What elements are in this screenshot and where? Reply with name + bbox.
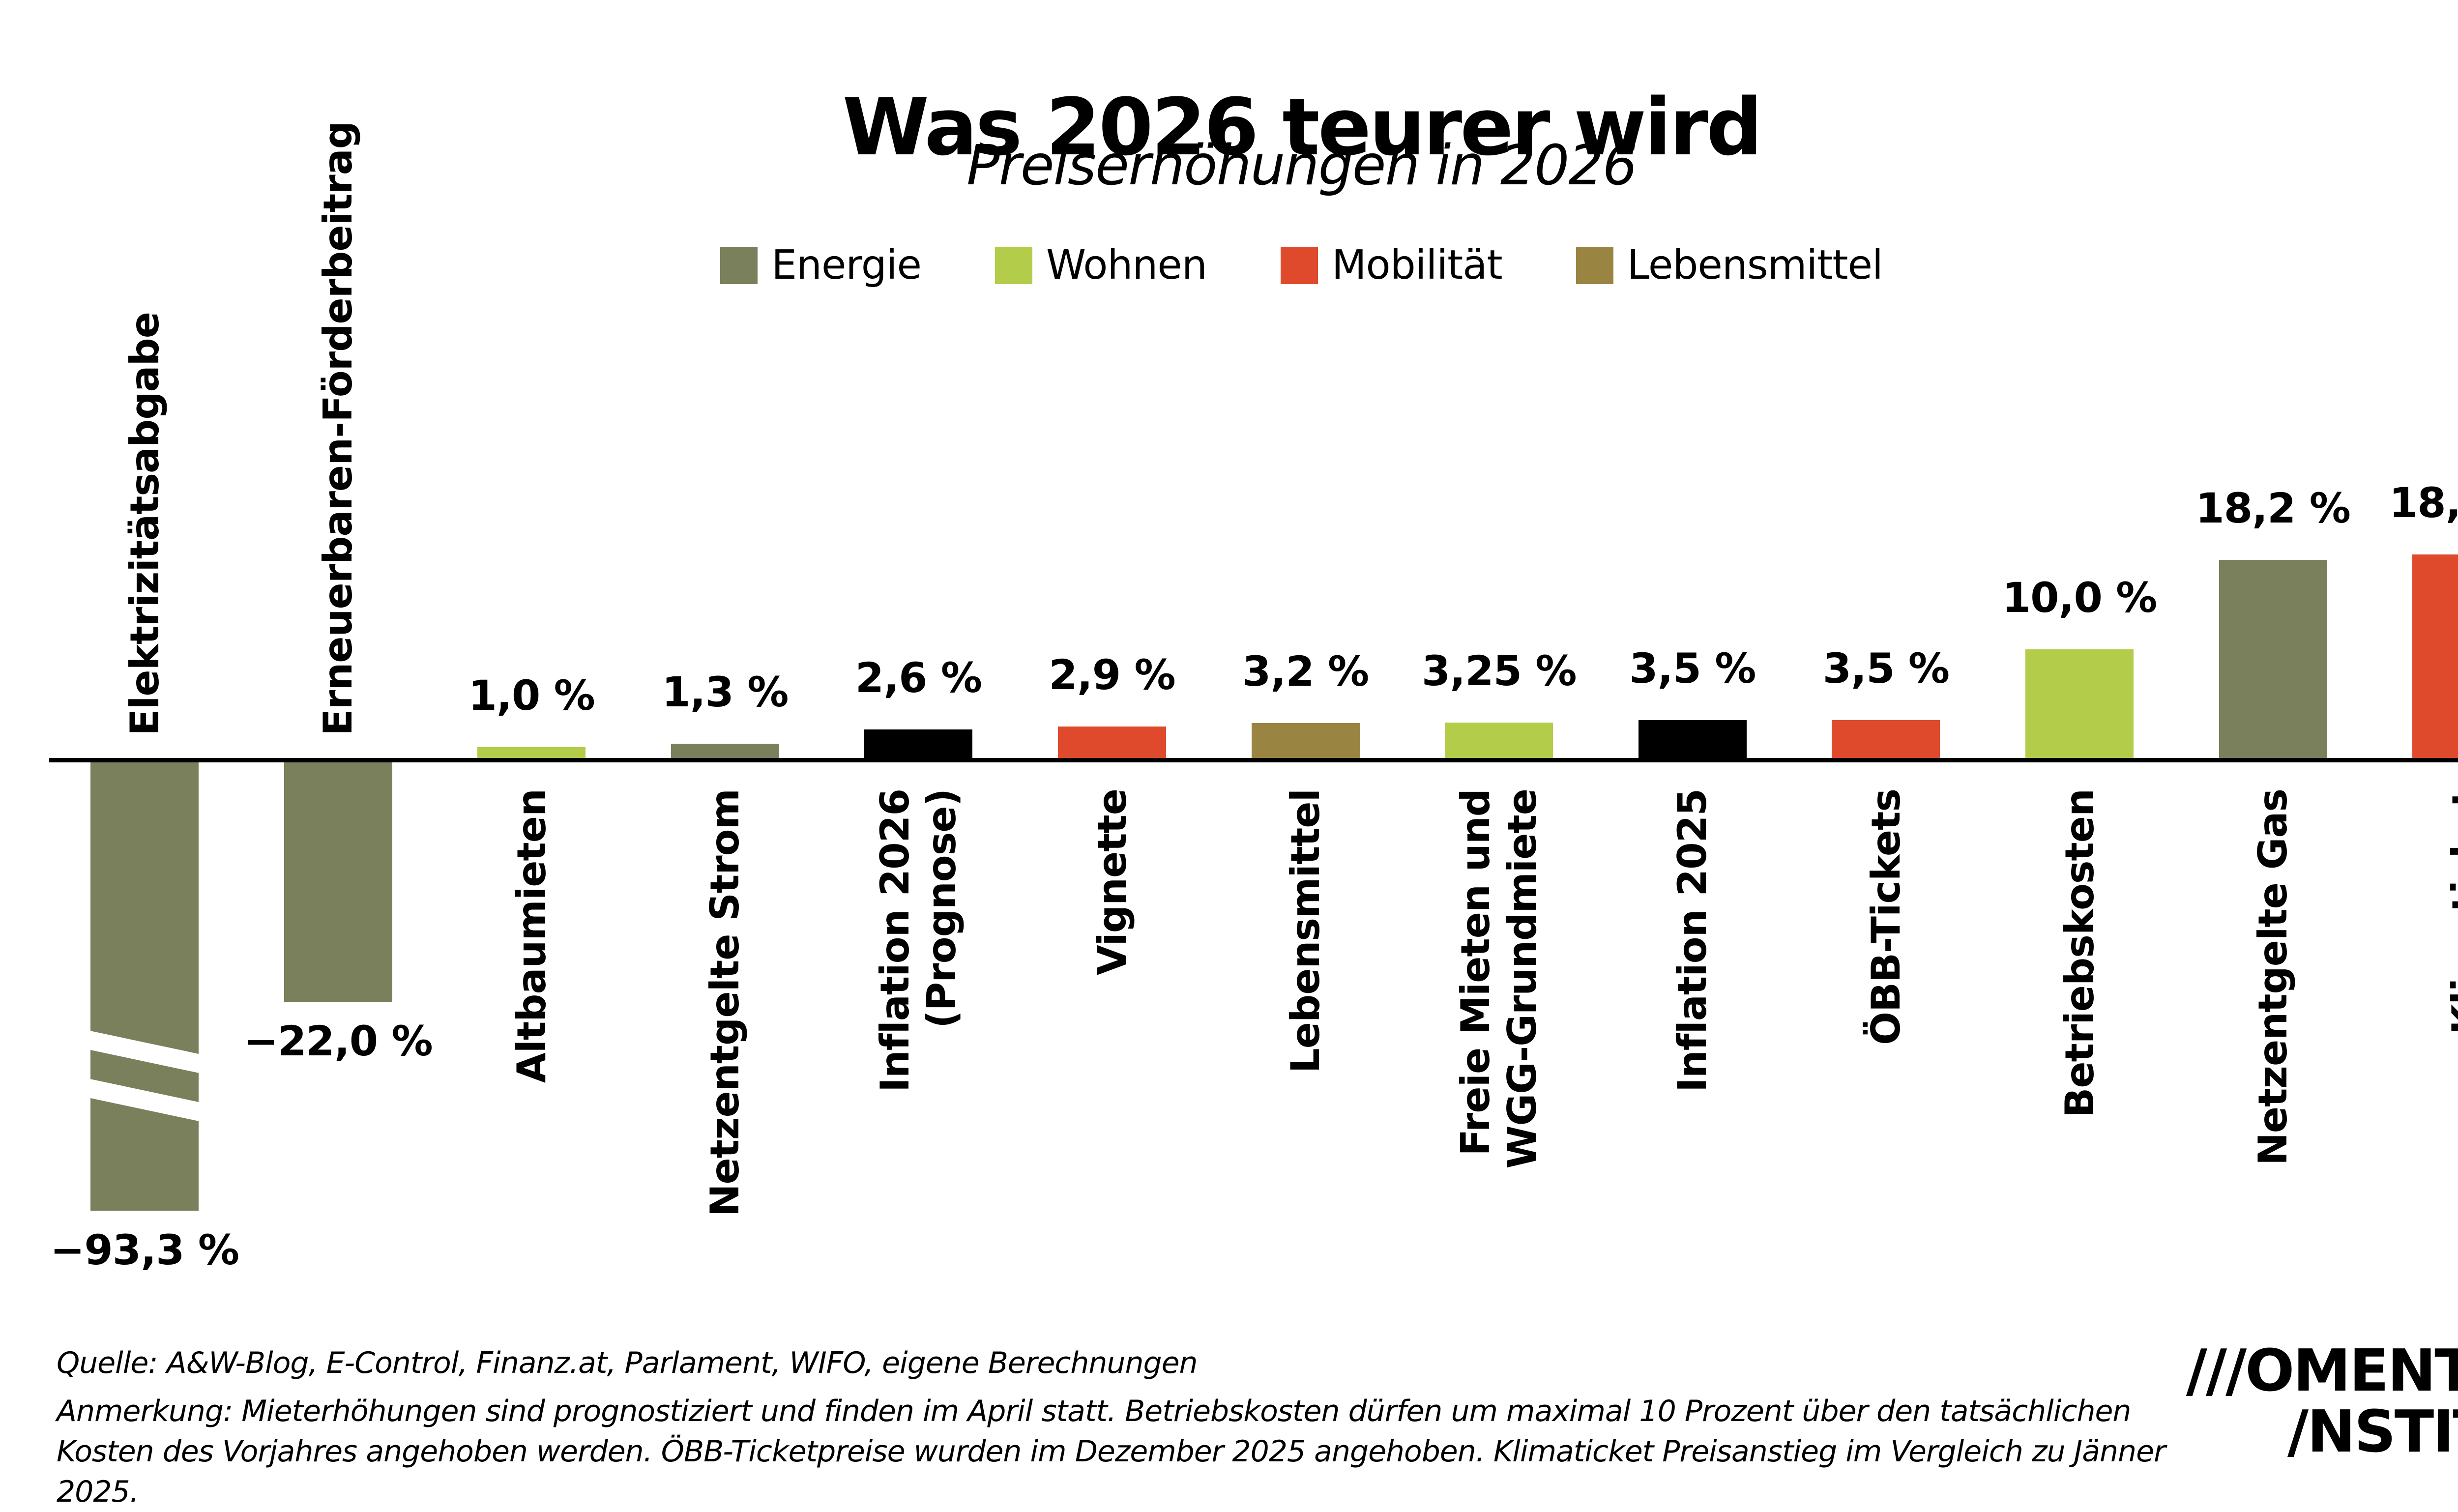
bar-category-label-wrap: Lebensmittel bbox=[1178, 789, 1434, 1448]
infographic-page: { "header": { "title": "Was 2026 teurer … bbox=[0, 81, 2458, 1509]
bar-category-label-öbb-tickets: ÖBB-Tickets bbox=[1863, 789, 1909, 1045]
bar-lebensmittel bbox=[1251, 723, 1360, 758]
legend: Energie Wohnen Mobilität Lebensmittel bbox=[0, 242, 2458, 289]
momentum-institut-logo: ///OMENTUM /NSTITUT bbox=[2186, 1340, 2458, 1462]
bar-category-label-lebensmittel: Lebensmittel bbox=[1283, 789, 1329, 1074]
bar-category-label-wrap: ÖBB-Tickets bbox=[1758, 789, 2014, 1448]
bar-value-label-freie-mieten-und: 3,25 % bbox=[1421, 647, 1577, 695]
page-title: Was 2026 teurer wird bbox=[842, 81, 1763, 174]
bar-value-label-betriebskosten: 10,0 % bbox=[2002, 574, 2158, 622]
legend-label: Energie bbox=[771, 242, 922, 289]
legend-item-mobilitaet: Mobilität bbox=[1280, 242, 1503, 289]
bar-category-label-wrap: Betriebskosten bbox=[1952, 789, 2207, 1448]
bar-category-label-freie-mieten-und: Freie Mieten und WGG-Grundmiete bbox=[1453, 789, 1546, 1169]
bar-betriebskosten bbox=[2025, 649, 2134, 758]
bar-inflation-2026 bbox=[864, 729, 973, 758]
legend-item-energie: Energie bbox=[720, 242, 922, 289]
bar-category-label-netzentgelte-gas: Netzentgelte Gas bbox=[2250, 789, 2296, 1166]
bar-value-label-netzentgelte-gas: 18,2 % bbox=[2195, 484, 2351, 532]
bar-elektrizitätsabgabe bbox=[90, 762, 199, 1211]
bar-category-label-klimaticket: Klimaticket bbox=[2443, 789, 2458, 1035]
axis-break-mark bbox=[90, 1028, 199, 1076]
bar-freie-mieten-und bbox=[1445, 723, 1553, 758]
bar-value-label-inflation-2026: 2,6 % bbox=[855, 654, 982, 702]
legend-item-lebensmittel: Lebensmittel bbox=[1576, 242, 1883, 289]
bar-value-label-netzentgelte-strom: 1,3 % bbox=[662, 668, 789, 716]
bar-value-label-inflation-2025: 3,5 % bbox=[1629, 644, 1756, 693]
bar-category-label-altbaumieten: Altbaumieten bbox=[508, 789, 555, 1083]
legend-swatch-lebensmittel bbox=[1576, 246, 1613, 284]
bar-erneuerbaren-förderbeitrag bbox=[284, 762, 392, 1002]
legend-swatch-wohnen bbox=[995, 246, 1032, 284]
x-axis-baseline bbox=[49, 758, 2458, 762]
bar-öbb-tickets bbox=[1832, 720, 1940, 758]
bar-value-label-öbb-tickets: 3,5 % bbox=[1822, 644, 1950, 693]
bar-category-label-erneuerbaren-förderbeitrag: Erneuerbaren-Förderbeitrag bbox=[315, 121, 361, 736]
legend-label: Lebensmittel bbox=[1627, 242, 1883, 289]
bar-netzentgelte-strom bbox=[671, 744, 779, 758]
bar-klimaticket bbox=[2412, 554, 2458, 758]
axis-break-mark bbox=[90, 1076, 199, 1124]
bar-category-label-vignette: Vignette bbox=[1089, 789, 1135, 976]
page-subtitle: Preiserhöhungen in 2026 bbox=[966, 134, 1638, 198]
bar-value-label-lebensmittel: 3,2 % bbox=[1242, 647, 1369, 696]
legend-item-wohnen: Wohnen bbox=[995, 242, 1207, 289]
legend-swatch-mobilitaet bbox=[1280, 246, 1318, 284]
bar-category-label-elektrizitätsabgabe: Elektrizitätsabgabe bbox=[121, 312, 168, 736]
bar-category-label-inflation-2026: Inflation 2026 (Prognose) bbox=[872, 789, 965, 1093]
note-text: Anmerkung: Mieterhöhungen sind prognosti… bbox=[57, 1394, 2166, 1509]
bar-category-label-netzentgelte-strom: Netzentgelte Strom bbox=[702, 789, 748, 1217]
bar-value-label-altbaumieten: 1,0 % bbox=[468, 671, 595, 720]
source-text: Quelle: A&W-Blog, E-Control, Finanz.at, … bbox=[57, 1346, 1198, 1380]
bar-altbaumieten bbox=[477, 747, 586, 758]
bar-value-label-erneuerbaren-förderbeitrag: −22,0 % bbox=[243, 1017, 433, 1065]
bar-value-label-vignette: 2,9 % bbox=[1049, 651, 1175, 699]
bar-value-label-elektrizitätsabgabe: −93,3 % bbox=[50, 1226, 239, 1274]
bar-value-label-klimaticket: 18,7 % bbox=[2389, 479, 2458, 527]
bar-category-label-wrap: Freie Mieten und WGG-Grundmiete bbox=[1371, 789, 1627, 1448]
legend-label: Wohnen bbox=[1046, 242, 1207, 289]
logo-line-institut: /NSTITUT bbox=[2287, 1397, 2458, 1465]
legend-swatch-energie bbox=[720, 246, 758, 284]
bar-category-label-wrap: Inflation 2025 bbox=[1565, 789, 1820, 1448]
bar-category-label-inflation-2025: Inflation 2025 bbox=[1669, 789, 1716, 1093]
bar-category-label-betriebskosten: Betriebskosten bbox=[2056, 789, 2103, 1118]
bar-vignette bbox=[1058, 727, 1166, 758]
bar-netzentgelte-gas bbox=[2219, 560, 2327, 758]
legend-label: Mobilität bbox=[1331, 242, 1503, 289]
bar-inflation-2025 bbox=[1638, 720, 1747, 758]
logo-line-momentum: ///OMENTUM bbox=[2186, 1337, 2458, 1404]
